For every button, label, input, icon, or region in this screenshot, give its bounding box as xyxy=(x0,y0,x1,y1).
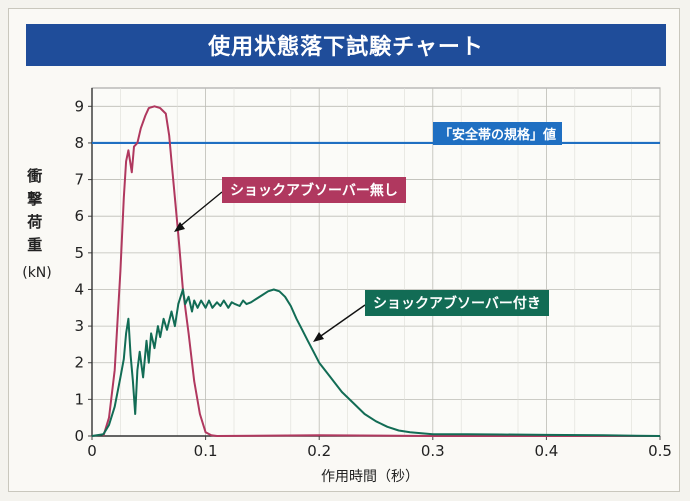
x-tick-label: 0 xyxy=(87,442,97,460)
y-tick-label: 8 xyxy=(74,134,84,152)
series-layer xyxy=(91,105,661,437)
x-tick-label: 0.5 xyxy=(648,442,672,460)
y-axis-label: 衝撃荷重 (kN) xyxy=(14,168,54,287)
series-line-with-absorber xyxy=(91,288,661,437)
y-tick-label: 2 xyxy=(74,354,84,372)
arrowhead-without-absorber xyxy=(174,222,185,232)
y-tick-label: 6 xyxy=(74,207,84,225)
plot-area xyxy=(91,87,661,437)
y-axis-label-text: 衝撃荷重 xyxy=(25,168,44,260)
chart-title: 使用状態落下試験チャート xyxy=(26,24,666,66)
series-label-without-absorber: ショックアブソーバー無し xyxy=(222,177,406,203)
arrow-without-absorber xyxy=(177,191,223,229)
annotation-arrows xyxy=(174,191,366,342)
y-tick-label: 1 xyxy=(74,390,84,408)
y-tick-label: 0 xyxy=(74,427,84,445)
y-tick-label: 9 xyxy=(74,97,84,115)
arrow-with-absorber xyxy=(317,304,366,339)
y-axis-unit: (kN) xyxy=(22,265,52,281)
y-tick-label: 4 xyxy=(74,280,84,298)
y-tick-label: 3 xyxy=(74,317,84,335)
grid xyxy=(91,87,661,437)
x-tick-label: 0.2 xyxy=(307,442,331,460)
y-tick-label: 5 xyxy=(74,244,84,262)
series-line-without-absorber xyxy=(102,105,660,437)
x-tick-label: 0.3 xyxy=(421,442,445,460)
series-label-with-absorber: ショックアブソーバー付き xyxy=(365,290,549,316)
arrowhead-with-absorber xyxy=(313,332,324,342)
x-axis-label: 作用時間（秒） xyxy=(321,469,419,485)
reference-line-label: 「安全帯の規格」値 xyxy=(433,122,563,145)
x-tick-label: 0.1 xyxy=(194,442,218,460)
x-tick-label: 0.4 xyxy=(534,442,558,460)
y-tick-label: 7 xyxy=(74,171,84,189)
